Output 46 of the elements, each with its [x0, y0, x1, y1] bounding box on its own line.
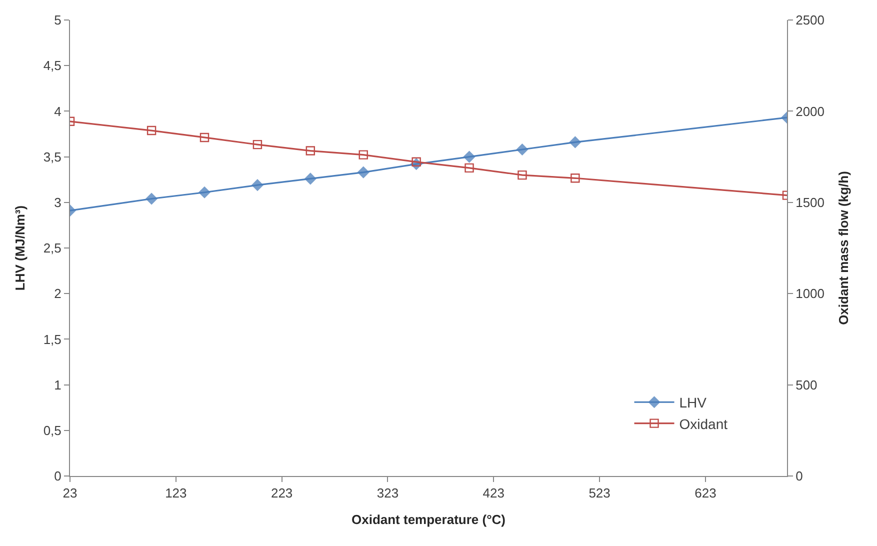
point [252, 179, 264, 191]
y-tick-label: 0 [54, 468, 62, 484]
y-tick-label: 3,5 [43, 149, 62, 164]
point [306, 146, 316, 156]
legend-label: LHV [679, 394, 708, 411]
point [252, 140, 262, 150]
y2-tick-label: 1500 [796, 194, 825, 210]
y-tick-label: 3 [54, 194, 62, 210]
x-tick-label: 523 [588, 486, 610, 501]
point [146, 192, 158, 205]
point [304, 172, 316, 184]
x-tick-label: 23 [62, 486, 78, 501]
point [146, 126, 156, 136]
point [358, 150, 368, 160]
y2-tick-label: 0 [796, 468, 803, 484]
y-tick-label: 2 [54, 286, 62, 302]
point [200, 132, 210, 142]
y-tick-label: 4,5 [43, 58, 62, 74]
y2-axis-title: Oxidant mass flow (kg/h) [836, 171, 852, 325]
x-tick-label: 123 [165, 486, 187, 501]
y2-tick-label: 500 [796, 377, 818, 392]
y-tick-label: 2,5 [43, 240, 62, 256]
point [516, 144, 528, 156]
legend-label: Oxidant [679, 416, 728, 432]
point [463, 151, 476, 163]
x-tick-label: 623 [694, 486, 716, 501]
y2-tick-label: 2500 [796, 12, 825, 28]
point [464, 163, 474, 173]
y-tick-label: 1 [54, 377, 62, 392]
x-tick-label: 223 [270, 486, 293, 501]
point [358, 166, 370, 178]
x-axis-title: Oxidant temperature (°C) [351, 512, 506, 528]
point [412, 157, 421, 167]
y2-tick-label: 2000 [796, 104, 825, 119]
y2-tick-label: 1000 [796, 286, 825, 302]
y-tick-label: 0,5 [43, 422, 62, 438]
point [198, 186, 210, 198]
point [518, 170, 527, 180]
y-tick-label: 5 [54, 12, 62, 28]
y-axis-title: LHV (MJ/Nm³) [12, 205, 28, 291]
point [569, 136, 581, 148]
y-tick-label: 4 [54, 104, 62, 119]
y-tick-label: 1,5 [43, 332, 62, 347]
x-tick-label: 323 [376, 486, 399, 501]
x-tick-label: 423 [482, 486, 504, 501]
point [570, 174, 580, 183]
